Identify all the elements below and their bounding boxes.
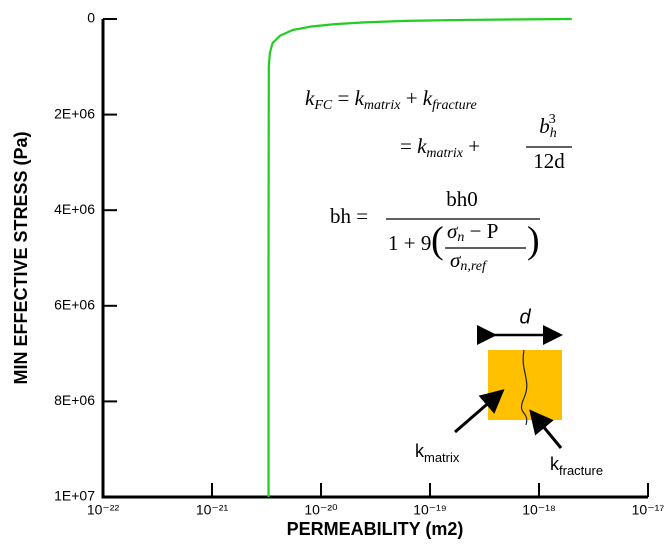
- eq-part: k: [423, 86, 433, 110]
- y-axis-title: MIN EFFECTIVE STRESS (Pa): [11, 131, 31, 384]
- x-tick-label: 10⁻²¹: [196, 502, 229, 518]
- paren: ): [527, 220, 540, 262]
- equation: kFC = kmatrix + kfracture: [305, 86, 477, 113]
- y-tick-label: 2E+06: [54, 105, 95, 121]
- width-label: d: [519, 306, 531, 328]
- eq-part: σ: [450, 248, 462, 272]
- eq-part: b: [539, 114, 550, 138]
- x-tick-label: 10⁻²²: [87, 502, 120, 518]
- eq-sub: FC: [313, 98, 333, 113]
- x-tick-label: 10⁻¹⁹: [413, 502, 447, 518]
- eq-part: +: [463, 134, 480, 158]
- eq-sub: h: [550, 126, 557, 141]
- y-tick-label: 1E+07: [54, 488, 95, 504]
- x-axis-title: PERMEABILITY (m2): [287, 519, 464, 539]
- eq-part: =: [400, 134, 417, 158]
- eq-part: σ: [447, 219, 459, 243]
- data-line: [267, 17, 572, 497]
- fraction-denominator: 12d: [533, 149, 565, 173]
- eq-sub: n: [457, 230, 464, 245]
- x-tick-label: 10⁻¹⁷: [632, 502, 664, 518]
- y-tick-label: 4E+06: [54, 201, 95, 217]
- matrix-label: kmatrix: [415, 441, 460, 466]
- eq-sub: matrix: [426, 146, 463, 161]
- y-tick-label: 0: [87, 10, 95, 26]
- eq-sub: matrix: [364, 98, 401, 113]
- eq-sub: fracture: [432, 98, 477, 113]
- eq-sub: n,ref: [460, 259, 488, 274]
- arrow: [529, 409, 563, 449]
- fraction-numerator: bh3: [539, 112, 557, 141]
- inner-numerator: σn − P: [447, 219, 498, 245]
- paren: (: [431, 220, 444, 262]
- fracture-crack: [520, 349, 528, 426]
- eq-sup: 3: [549, 112, 556, 127]
- fracture-label: kfracture: [550, 454, 603, 479]
- eq-part: − P: [464, 219, 498, 243]
- fracture-block: [488, 350, 562, 420]
- x-tick-label: 10⁻²⁰: [304, 502, 338, 518]
- label-part: k: [415, 441, 425, 461]
- equation: bh =: [330, 204, 368, 228]
- label-sub: matrix: [424, 450, 460, 465]
- x-tick-label: 10⁻¹⁸: [522, 502, 556, 518]
- eq-part: k: [305, 86, 315, 110]
- inner-denominator: σn,ref: [450, 248, 488, 274]
- y-tick-label: 8E+06: [54, 392, 95, 408]
- equation: = kmatrix +: [400, 134, 480, 161]
- eq-part: k: [417, 134, 427, 158]
- fraction-denominator: 1 + 9: [388, 231, 431, 255]
- arrow: [454, 389, 505, 434]
- eq-part: +: [400, 86, 422, 110]
- eq-part: k: [355, 86, 365, 110]
- label-sub: fracture: [559, 463, 603, 478]
- fraction-numerator: bh0: [446, 187, 478, 211]
- eq-part: =: [332, 86, 354, 110]
- y-tick-label: 6E+06: [54, 297, 95, 313]
- label-part: k: [550, 454, 560, 474]
